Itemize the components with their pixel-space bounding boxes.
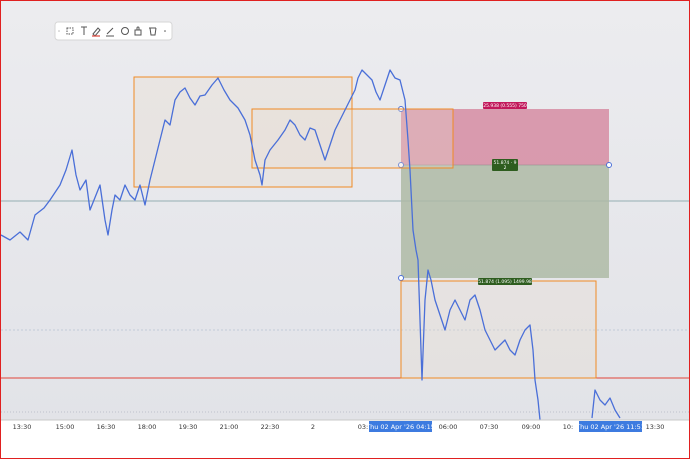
drag-handle[interactable] (58, 30, 60, 32)
target-zone[interactable] (401, 165, 609, 278)
stop-zone[interactable] (401, 109, 609, 165)
target-label-box (478, 278, 532, 285)
icon-lock[interactable] (134, 29, 142, 36)
range-box[interactable] (400, 280, 597, 379)
entry-label: 51.874 · 9 (494, 160, 517, 166)
range-box[interactable] (251, 108, 454, 169)
stop-label-box (483, 102, 527, 109)
icon-settings[interactable] (121, 27, 129, 35)
entry-label-box (492, 159, 518, 171)
price-path (0, 69, 541, 421)
icon-template[interactable] (66, 27, 74, 35)
drawing-toolbar (54, 21, 173, 41)
time-label: 13:30 (13, 423, 32, 431)
time-label: 22:30 (261, 423, 280, 431)
time-label: 07:30 (480, 423, 499, 431)
icon-lock-top (136, 26, 140, 30)
crosshair-label-box (579, 421, 642, 432)
time-label: 15:00 (56, 423, 75, 431)
time-label: 03: (358, 423, 368, 431)
stop-label: 25.938 (0.555) 750 (483, 103, 527, 109)
target-label: 51.874 (1.095) 1499.98 (478, 279, 532, 285)
crosshair-start: Thu 02 Apr '26 04:15 (365, 423, 435, 431)
time-label: 10: (563, 423, 573, 431)
icon-text[interactable] (81, 26, 87, 35)
icon-line[interactable] (106, 27, 114, 37)
icon-brush[interactable] (92, 27, 101, 37)
time-axis: 13:30 15:00 16:30 18:00 19:30 21:00 22:30 2 03: 0… (13, 423, 665, 431)
icon-delete[interactable] (149, 27, 157, 36)
time-label: 21:00 (220, 423, 239, 431)
time-label: 19:30 (179, 423, 198, 431)
price-path (591, 389, 621, 419)
icon-more[interactable] (164, 30, 166, 32)
time-label: 13:30 (646, 423, 665, 431)
time-label: 06:00 (439, 423, 458, 431)
crosshair-label-box (369, 421, 432, 432)
entry-label: 2 (504, 165, 507, 171)
time-label: 18:00 (138, 423, 157, 431)
time-label: 16:30 (97, 423, 116, 431)
time-label: 2 (311, 423, 315, 431)
time-label: 09:00 (522, 423, 541, 431)
crosshair-end: Thu 02 Apr '26 11:51 (575, 423, 645, 431)
handle[interactable] (606, 162, 612, 168)
handle[interactable] (398, 275, 404, 281)
